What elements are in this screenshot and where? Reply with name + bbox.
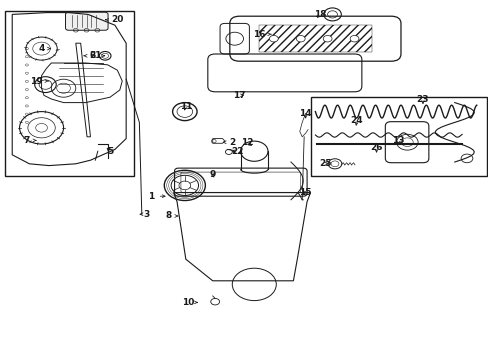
Circle shape — [349, 35, 358, 42]
Text: 11: 11 — [179, 102, 192, 111]
Text: 12: 12 — [240, 138, 253, 147]
Text: 26: 26 — [369, 143, 382, 152]
Text: 16: 16 — [252, 30, 270, 39]
Text: 5: 5 — [107, 147, 113, 156]
FancyBboxPatch shape — [65, 12, 108, 30]
Text: 9: 9 — [209, 170, 216, 179]
Text: 8: 8 — [165, 211, 177, 220]
Circle shape — [269, 35, 278, 42]
Text: 7: 7 — [23, 136, 36, 145]
Text: 1: 1 — [148, 192, 165, 201]
Text: 13: 13 — [391, 136, 404, 145]
Text: 2: 2 — [223, 138, 235, 147]
Text: 10: 10 — [182, 298, 197, 307]
Bar — [5, 11, 134, 176]
Text: 3: 3 — [140, 210, 149, 219]
Text: 4: 4 — [38, 44, 50, 53]
Text: 23: 23 — [416, 94, 428, 104]
Text: 21: 21 — [89, 51, 104, 60]
Text: 24: 24 — [350, 116, 363, 125]
Circle shape — [323, 35, 331, 42]
Bar — [310, 97, 486, 176]
Text: 15: 15 — [299, 188, 311, 197]
Text: 25: 25 — [318, 159, 331, 168]
Text: 18: 18 — [313, 10, 326, 19]
Text: 17: 17 — [233, 91, 245, 100]
Text: 22: 22 — [230, 147, 243, 156]
Text: 6: 6 — [84, 51, 96, 60]
Text: 19: 19 — [30, 77, 48, 85]
Circle shape — [296, 35, 305, 42]
Text: 14: 14 — [299, 109, 311, 118]
Text: 20: 20 — [105, 15, 123, 24]
